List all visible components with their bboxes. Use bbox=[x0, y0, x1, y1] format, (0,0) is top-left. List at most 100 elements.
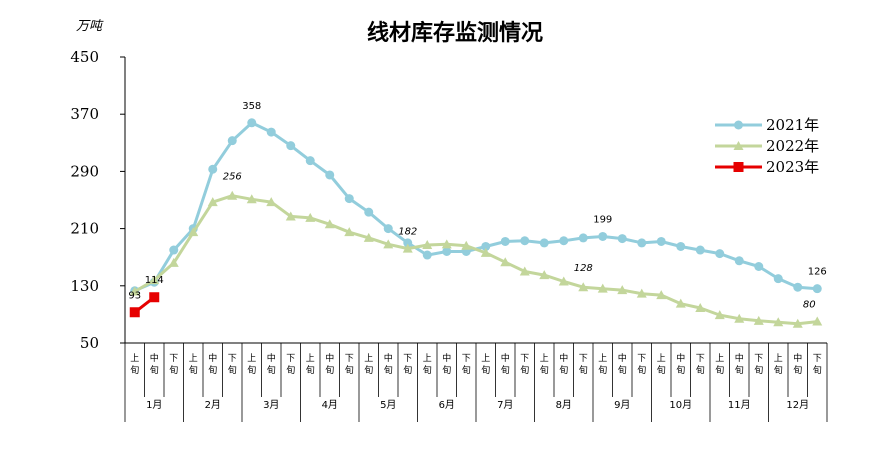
x-sub-label: 上 bbox=[715, 353, 724, 364]
x-sub-label: 下 bbox=[403, 354, 412, 364]
x-sub-label: 中 bbox=[267, 352, 276, 364]
data-point bbox=[714, 310, 725, 320]
y-tick-label: 50 bbox=[80, 334, 99, 352]
x-sub-label: 下 bbox=[228, 354, 237, 364]
data-point bbox=[383, 239, 394, 249]
data-label: 256 bbox=[223, 172, 242, 183]
data-label: 126 bbox=[808, 267, 827, 278]
series-line bbox=[134, 121, 818, 293]
data-point bbox=[481, 241, 491, 251]
data-point bbox=[305, 212, 316, 222]
x-sub-suffix: 旬 bbox=[501, 364, 510, 376]
legend-marker bbox=[733, 162, 744, 172]
x-sub-suffix: 旬 bbox=[423, 364, 432, 376]
x-sub-suffix: 旬 bbox=[403, 364, 412, 376]
data-point bbox=[617, 234, 627, 244]
data-point bbox=[227, 136, 237, 146]
x-sub-suffix: 旬 bbox=[462, 364, 471, 376]
x-sub-label: 中 bbox=[501, 352, 510, 364]
x-sub-label: 下 bbox=[754, 354, 763, 364]
data-point bbox=[442, 246, 452, 256]
data-point bbox=[207, 197, 218, 207]
x-sub-label: 上 bbox=[423, 353, 432, 364]
x-sub-label: 中 bbox=[384, 352, 393, 364]
data-point bbox=[344, 227, 355, 237]
legend-label: 2021年 bbox=[766, 116, 819, 134]
x-sub-label: 上 bbox=[306, 353, 315, 364]
x-sub-suffix: 旬 bbox=[325, 364, 334, 376]
data-point bbox=[695, 302, 706, 312]
data-point bbox=[597, 283, 608, 293]
x-sub-suffix: 旬 bbox=[247, 364, 256, 376]
data-point bbox=[363, 232, 374, 242]
data-point bbox=[403, 238, 413, 248]
data-point bbox=[129, 307, 140, 318]
x-sub-suffix: 旬 bbox=[637, 364, 646, 376]
month-label: 9月 bbox=[614, 399, 630, 411]
x-sub-suffix: 旬 bbox=[169, 364, 178, 376]
x-sub-label: 下 bbox=[286, 354, 295, 364]
x-sub-label: 下 bbox=[637, 354, 646, 364]
data-point bbox=[422, 240, 433, 250]
data-point bbox=[169, 245, 179, 255]
legend-marker bbox=[734, 120, 743, 130]
data-point bbox=[149, 275, 160, 285]
data-label: 114 bbox=[145, 275, 164, 286]
data-point bbox=[461, 240, 472, 250]
month-label: 1月 bbox=[146, 399, 162, 411]
data-point bbox=[266, 197, 277, 207]
series-line bbox=[134, 194, 818, 326]
data-point bbox=[734, 256, 744, 266]
data-point bbox=[149, 292, 160, 303]
y-tick-label: 130 bbox=[70, 277, 99, 295]
data-label: 199 bbox=[593, 214, 612, 225]
data-point bbox=[246, 194, 257, 204]
x-sub-label: 上 bbox=[657, 353, 666, 364]
month-label: 7月 bbox=[497, 399, 513, 411]
data-point bbox=[773, 317, 784, 327]
chart-title: 线材库存监测情况 bbox=[367, 20, 543, 46]
data-point bbox=[598, 231, 608, 241]
x-sub-suffix: 旬 bbox=[559, 364, 568, 376]
data-point bbox=[559, 236, 569, 246]
data-point bbox=[715, 249, 725, 259]
x-sub-label: 下 bbox=[579, 354, 588, 364]
data-point bbox=[617, 285, 628, 295]
x-sub-suffix: 旬 bbox=[735, 364, 744, 376]
data-point bbox=[324, 219, 335, 229]
x-sub-label: 中 bbox=[676, 352, 685, 364]
axes: 50130210290370450上旬中旬下旬上旬中旬下旬上旬中旬下旬上旬中旬下… bbox=[70, 48, 828, 422]
y-unit-label: 万吨 bbox=[76, 19, 104, 34]
data-point bbox=[305, 156, 315, 166]
x-sub-label: 中 bbox=[793, 352, 802, 364]
data-point bbox=[793, 282, 803, 292]
x-sub-label: 上 bbox=[481, 353, 490, 364]
month-label: 2月 bbox=[205, 399, 221, 411]
data-point bbox=[812, 284, 822, 294]
data-point bbox=[539, 238, 549, 248]
data-point bbox=[129, 286, 140, 296]
data-point bbox=[676, 241, 686, 251]
x-sub-label: 中 bbox=[618, 352, 627, 364]
data-point bbox=[675, 298, 686, 308]
data-point bbox=[402, 243, 413, 253]
y-tick-label: 290 bbox=[70, 162, 99, 180]
x-sub-label: 中 bbox=[325, 352, 334, 364]
x-sub-suffix: 旬 bbox=[286, 364, 295, 376]
x-sub-label: 上 bbox=[540, 353, 549, 364]
x-sub-label: 中 bbox=[208, 352, 217, 364]
data-point bbox=[266, 127, 276, 137]
data-point bbox=[636, 288, 647, 298]
month-label: 11月 bbox=[728, 399, 751, 411]
x-sub-label: 下 bbox=[813, 354, 822, 364]
data-label: 93 bbox=[128, 290, 141, 301]
x-sub-suffix: 旬 bbox=[208, 364, 217, 376]
series-2023年 bbox=[129, 292, 160, 318]
x-sub-suffix: 旬 bbox=[813, 364, 822, 376]
data-point bbox=[344, 194, 354, 204]
x-sub-label: 下 bbox=[520, 354, 529, 364]
x-sub-suffix: 旬 bbox=[715, 364, 724, 376]
data-point bbox=[500, 257, 511, 267]
data-point bbox=[480, 247, 491, 257]
